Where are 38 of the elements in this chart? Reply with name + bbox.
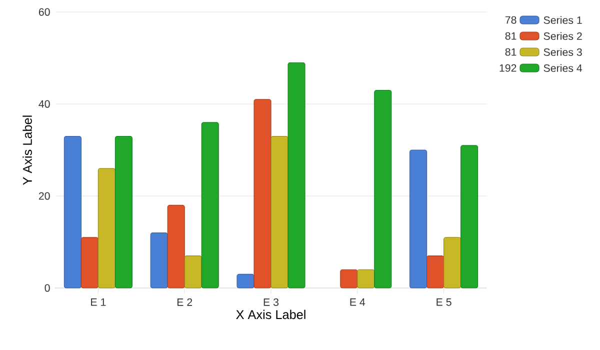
bar [410, 150, 428, 288]
bar [357, 269, 375, 288]
bar [236, 274, 254, 288]
bar [270, 136, 288, 288]
bar [201, 122, 219, 288]
bar [167, 204, 185, 288]
bar [426, 256, 444, 288]
text: 192 [500, 64, 516, 72]
x-tick-label: E 2 [177, 298, 192, 306]
x-tick-label: E 1 [91, 298, 106, 306]
legend-label: Series 3 [544, 48, 582, 56]
x-tick-label: E 5 [436, 298, 452, 306]
legend-label: Series 4 [544, 64, 582, 72]
y-tick-label: 20 [38, 192, 50, 200]
x-axis-title: X Axis Label [236, 310, 306, 320]
bar [150, 232, 168, 288]
bar [374, 90, 392, 288]
x-tick-label: E 4 [350, 298, 366, 306]
bar [64, 136, 82, 288]
bar [114, 136, 132, 288]
y-tick-label: 40 [38, 100, 50, 108]
legend-label: Series 1 [544, 16, 582, 24]
bar [98, 168, 116, 288]
bar [80, 237, 98, 288]
bar [254, 99, 272, 288]
legend-label: Series 2 [544, 32, 582, 40]
y-tick-label: 60 [38, 8, 50, 16]
bar [340, 269, 358, 288]
y-tick-label: 0 [44, 284, 50, 292]
bar [184, 256, 202, 288]
x-tick-label: E 3 [264, 298, 279, 306]
text: 78 [505, 16, 516, 24]
text: 81 [505, 32, 516, 40]
bar [444, 237, 462, 288]
text: 81 [505, 48, 516, 56]
bar [288, 62, 306, 288]
bar [460, 145, 478, 288]
y-axis-title: Y Axis Label [22, 116, 32, 185]
